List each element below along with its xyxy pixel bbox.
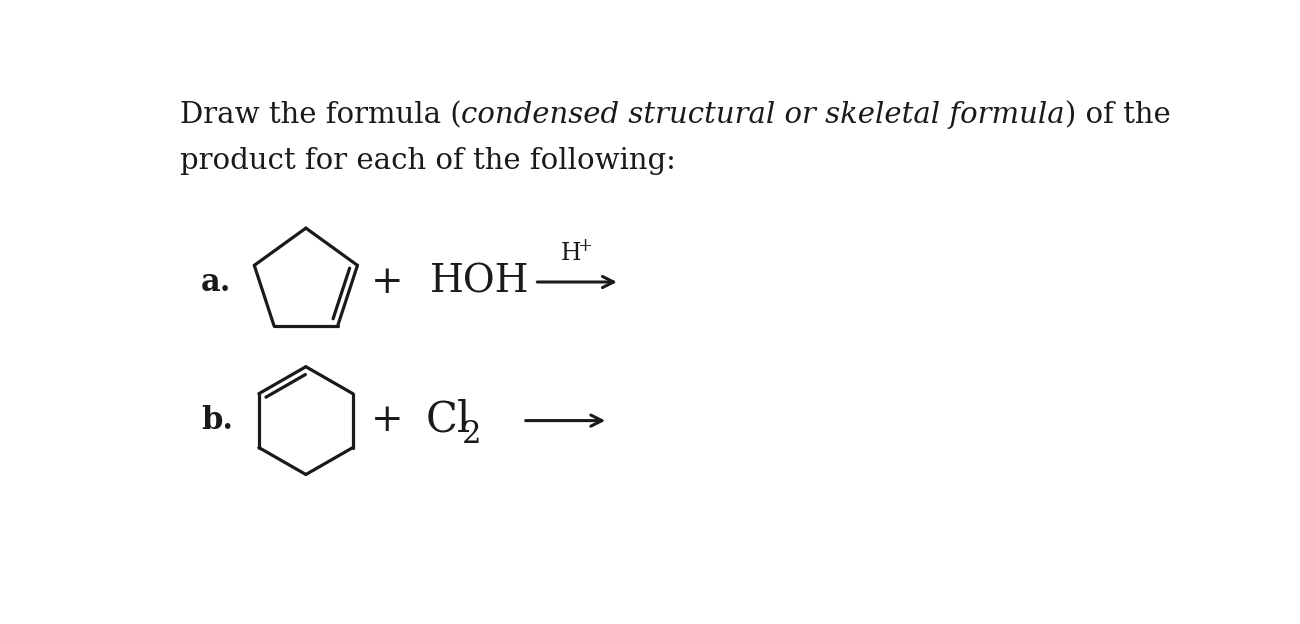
Text: condensed structural or skeletal formula: condensed structural or skeletal formula — [462, 101, 1065, 129]
Text: Draw the formula (: Draw the formula ( — [179, 101, 462, 129]
Text: Cl: Cl — [426, 398, 471, 440]
Text: b.: b. — [202, 405, 233, 436]
Text: HOH: HOH — [430, 263, 529, 301]
Text: +: + — [370, 402, 403, 439]
Text: H: H — [560, 242, 581, 265]
Text: +: + — [577, 237, 593, 255]
Text: ) of the: ) of the — [1065, 101, 1171, 129]
Text: 2: 2 — [462, 419, 481, 450]
Text: +: + — [370, 263, 403, 301]
Text: a.: a. — [202, 266, 231, 298]
Text: product for each of the following:: product for each of the following: — [179, 147, 676, 175]
